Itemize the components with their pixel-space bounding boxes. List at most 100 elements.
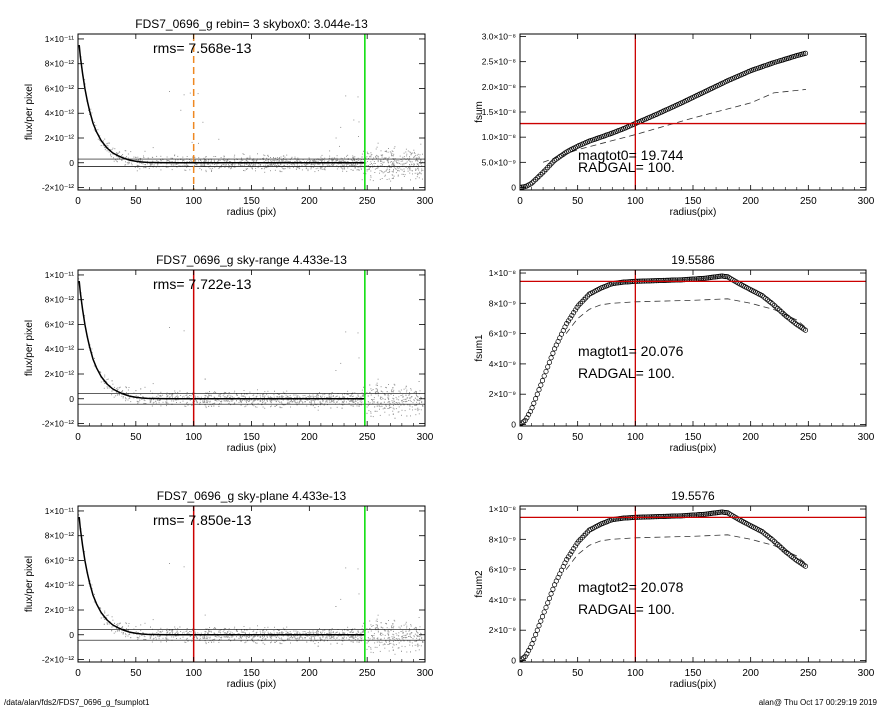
- scatter-point: [398, 406, 400, 408]
- scatter-point: [401, 409, 403, 411]
- scatter-point: [352, 164, 354, 166]
- scatter-point: [331, 157, 333, 159]
- scatter-point: [223, 164, 225, 166]
- scatter-point: [219, 167, 220, 169]
- scatter-point: [377, 391, 379, 393]
- scatter-point: [326, 401, 328, 403]
- scatter-point: [362, 394, 364, 396]
- x-axis-label: radius (pix): [227, 207, 276, 218]
- x-tick-label: 100: [185, 668, 202, 679]
- scatter-point: [236, 630, 238, 632]
- scatter-point: [205, 156, 207, 157]
- scatter-point: [290, 401, 292, 403]
- scatter-point: [253, 159, 255, 161]
- scatter-point: [368, 401, 369, 403]
- scatter-point: [261, 168, 262, 170]
- scatter-point: [388, 164, 390, 166]
- scatter-point: [255, 635, 257, 637]
- x-tick-label: 50: [572, 196, 584, 207]
- curve-of-growth-point: [616, 516, 622, 522]
- scatter-point: [401, 650, 402, 652]
- scatter-point: [255, 406, 256, 408]
- scatter-point: [209, 637, 211, 639]
- scatter-point: [156, 155, 158, 157]
- y-tick-label: 2×10⁻⁹: [489, 389, 517, 399]
- scatter-point: [347, 399, 349, 401]
- y-tick-label: 4×10⁻⁹: [489, 359, 517, 369]
- scatter-point: [410, 154, 412, 156]
- scatter-point: [336, 401, 338, 403]
- scatter-point: [213, 164, 215, 165]
- scatter-point: [417, 407, 419, 409]
- scatter-point: [245, 397, 246, 399]
- scatter-point: [282, 155, 284, 157]
- scatter-point: [316, 158, 318, 160]
- scatter-point: [340, 635, 342, 637]
- scatter-point: [121, 391, 123, 392]
- scatter-point: [421, 401, 423, 403]
- x-axis-label: radius(pix): [670, 207, 717, 218]
- scatter-point: [300, 399, 302, 401]
- scatter-point: [262, 399, 263, 401]
- scatter-point: [403, 168, 405, 170]
- scatter-point: [143, 166, 145, 168]
- scatter-point: [390, 393, 392, 395]
- scatter-point: [392, 643, 394, 645]
- scatter-point: [207, 396, 209, 398]
- scatter-point: [137, 632, 139, 633]
- scatter-point: [312, 632, 314, 634]
- scatter-point: [366, 165, 368, 167]
- scatter-point: [372, 399, 373, 401]
- scatter-point: [210, 394, 212, 396]
- scatter-point: [404, 634, 406, 636]
- scatter-point: [415, 629, 417, 631]
- curve-of-growth-point: [666, 277, 672, 283]
- scatter-point: [128, 398, 130, 399]
- scatter-point: [334, 397, 336, 399]
- scatter-point: [272, 165, 274, 167]
- curve-of-growth-point: [576, 302, 582, 308]
- scatter-point: [179, 637, 181, 639]
- scatter-point: [122, 390, 124, 391]
- scatter-point: [243, 170, 244, 171]
- scatter-point: [418, 649, 420, 651]
- scatter-point: [340, 399, 342, 401]
- scatter-point: [373, 397, 375, 399]
- scatter-point: [418, 644, 420, 646]
- scatter-point: [341, 643, 343, 645]
- scatter-point: [419, 390, 421, 392]
- scatter-point: [150, 626, 151, 628]
- scatter-point: [144, 150, 146, 152]
- scatter-point: [304, 637, 306, 639]
- scatter-point: [151, 163, 153, 165]
- scatter-point: [233, 156, 235, 158]
- scatter-point: [321, 397, 323, 398]
- scatter-point: [418, 400, 420, 402]
- scatter-point: [372, 159, 374, 161]
- scatter-point: [256, 395, 258, 397]
- scatter-point: [304, 401, 306, 403]
- scatter-point: [305, 396, 307, 398]
- scatter-point: [199, 637, 201, 639]
- scatter-point: [320, 156, 322, 158]
- scatter-point: [227, 396, 229, 398]
- scatter-point: [180, 159, 182, 160]
- scatter-point: [326, 399, 328, 401]
- scatter-point: [324, 157, 326, 159]
- scatter-point: [366, 161, 368, 162]
- scatter-point: [407, 159, 409, 161]
- scatter-point: [380, 622, 382, 624]
- scatter-point: [205, 637, 207, 639]
- scatter-point: [322, 394, 324, 396]
- y-tick-label: 1×10⁻¹¹: [45, 506, 74, 516]
- scatter-point: [375, 156, 377, 158]
- scatter-point: [171, 169, 173, 171]
- scatter-point: [140, 160, 142, 162]
- scatter-point: [400, 389, 402, 391]
- scatter-point: [143, 155, 144, 157]
- scatter-point: [108, 142, 110, 144]
- scatter-point: [402, 396, 404, 398]
- scatter-point: [389, 404, 391, 406]
- scatter-point: [414, 391, 416, 393]
- scatter-point: [377, 390, 378, 392]
